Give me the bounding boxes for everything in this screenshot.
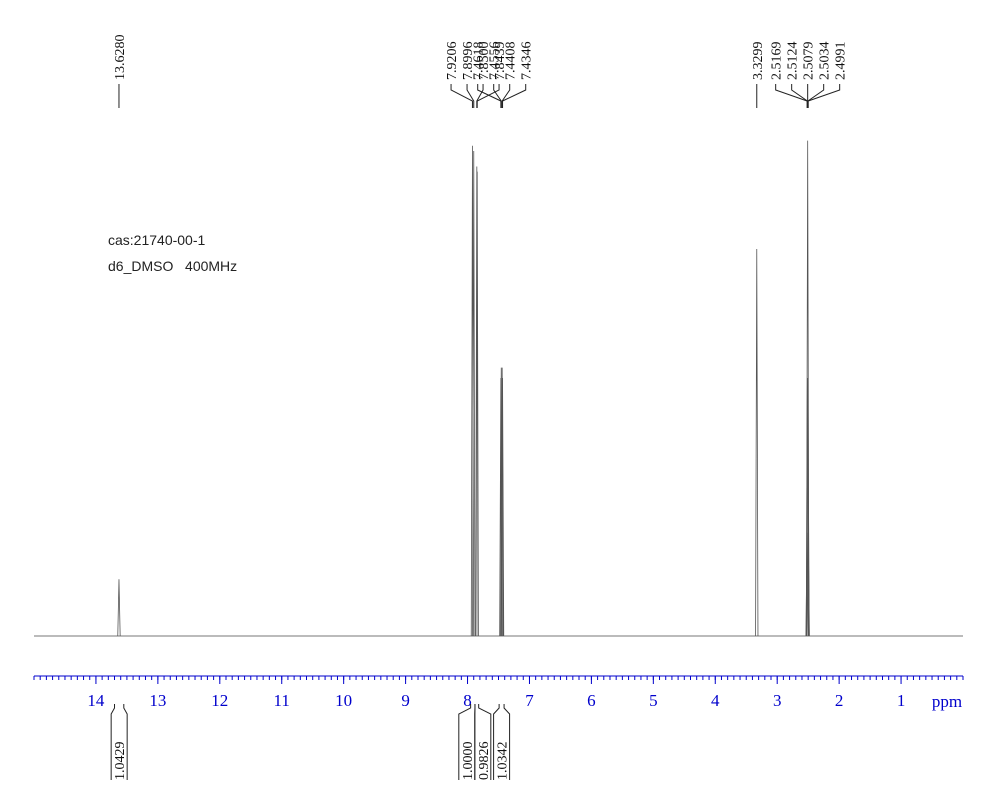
- peak-label: 3.3299: [751, 42, 766, 81]
- peak: [475, 171, 479, 637]
- peak: [500, 377, 505, 637]
- peak-label: 7.8500: [477, 42, 492, 81]
- peak: [806, 532, 810, 637]
- x-tick-label: 6: [587, 691, 596, 710]
- peak-label: 13.6280: [113, 35, 128, 81]
- peak-connector: [807, 84, 841, 108]
- peak-connector: [450, 84, 473, 108]
- peak-label: 7.4346: [520, 42, 535, 81]
- peak-connector: [466, 84, 475, 108]
- peak-label: 7.8439: [493, 42, 508, 81]
- x-tick-label: 8: [463, 691, 472, 710]
- annotation: cas:21740-00-1: [108, 232, 206, 248]
- integral-label: 1.0429: [113, 742, 128, 781]
- x-tick-label: 9: [401, 691, 410, 710]
- peak-label: 2.5034: [818, 42, 833, 81]
- x-tick-label: 3: [773, 691, 782, 710]
- peak-connector: [493, 84, 502, 108]
- integral-label: 1.0000: [461, 742, 476, 781]
- peak-label: 7.8996: [461, 42, 476, 81]
- x-tick-label: 7: [525, 691, 534, 710]
- peak: [472, 150, 476, 637]
- peak: [755, 248, 759, 637]
- annotation: d6_DMSO 400MHz: [108, 258, 237, 274]
- x-tick-label: 12: [211, 691, 228, 710]
- peak-label: 7.4618: [472, 42, 487, 81]
- peak-label: 7.4408: [504, 42, 519, 81]
- x-tick-label: 13: [149, 691, 166, 710]
- x-tick-label: 2: [835, 691, 844, 710]
- integral-label: 0.9826: [477, 742, 492, 781]
- integral-range: [110, 704, 128, 780]
- x-tick-label: 5: [649, 691, 658, 710]
- integral-range: [474, 704, 492, 780]
- x-tick-label: 11: [274, 691, 290, 710]
- peak: [117, 579, 121, 637]
- peak-label: 2.4991: [834, 42, 849, 81]
- peak-label: 2.5169: [770, 42, 785, 81]
- x-tick-label: 14: [87, 691, 105, 710]
- x-tick-label: 4: [711, 691, 720, 710]
- x-tick-label: 10: [335, 691, 352, 710]
- peak-label: 2.5124: [786, 42, 801, 81]
- x-tick-label: 1: [897, 691, 906, 710]
- integral-range: [493, 704, 511, 780]
- peak-label: 7.9206: [445, 42, 460, 81]
- peak-label: 7.4556: [488, 42, 503, 81]
- peak-connector: [502, 84, 527, 108]
- x-axis-label: ppm: [932, 692, 962, 711]
- integral-label: 1.0342: [496, 742, 511, 781]
- peak-label: 2.5079: [802, 42, 817, 81]
